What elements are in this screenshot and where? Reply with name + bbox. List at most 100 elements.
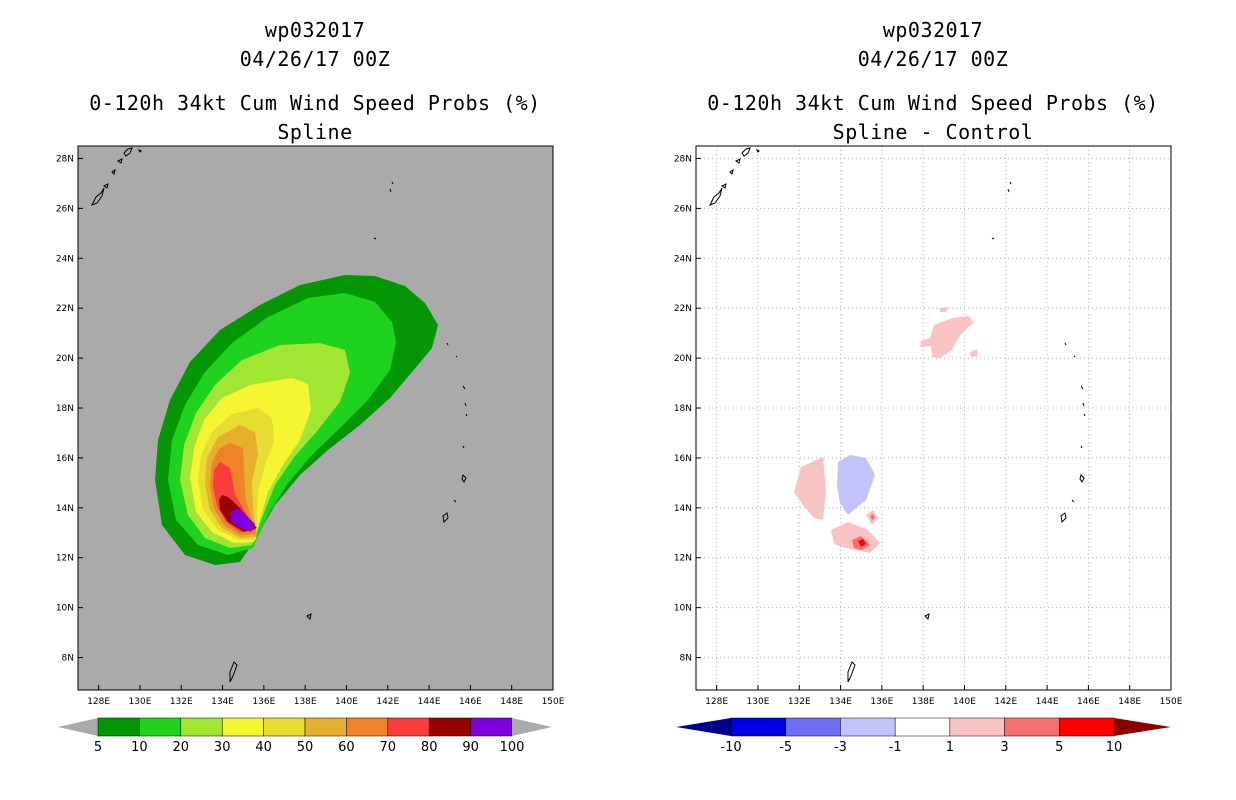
- right-product-title: 0-120h 34kt Cum Wind Speed Probs (%): [707, 91, 1159, 115]
- probability-contours: [155, 275, 438, 565]
- diff-negative-center: [837, 455, 875, 515]
- island-outline: [1071, 499, 1075, 503]
- lon-tick-label: 142E: [994, 697, 1017, 707]
- colorbar-tick-label: 5: [1055, 740, 1063, 755]
- lon-tick-label: 134E: [829, 697, 852, 707]
- lon-tick-label: 132E: [788, 697, 811, 707]
- colorbar-swatch: [139, 717, 182, 737]
- lat-tick-label: 28N: [56, 154, 74, 164]
- colorbar-swatch: [346, 717, 389, 737]
- island-outline: [117, 158, 123, 164]
- island-outline: [1073, 355, 1076, 358]
- lon-tick-label: 132E: [170, 697, 193, 707]
- lon-tick-label: 150E: [542, 697, 565, 707]
- island-outline: [1060, 512, 1067, 524]
- island-outline: [1080, 385, 1084, 390]
- lat-tick-label: 12N: [674, 554, 692, 564]
- colorbar-swatch: [180, 717, 223, 737]
- lon-tick-label: 144E: [1036, 697, 1059, 707]
- colorbar-tick-label: 40: [255, 740, 272, 755]
- colorbar-swatch: [428, 717, 471, 737]
- diff-positive-north-tiny: [940, 307, 948, 312]
- lon-tick-label: 142E: [376, 697, 399, 707]
- island-outline: [708, 187, 723, 206]
- island-outline: [453, 499, 457, 503]
- left-probability-map: 128E 130E 132E 134E 136E 138E 140E 142E 144E 146E…: [56, 145, 565, 755]
- island-outline: [721, 183, 727, 189]
- right-map-background: [696, 146, 1171, 690]
- colorbar-tick-label: 60: [338, 740, 355, 755]
- right-map-axes: 128E 130E 132E 134E 136E 138E 140E 142E 144E 146E…: [674, 154, 1183, 707]
- lon-tick-label: 144E: [418, 697, 441, 707]
- lat-tick-label: 16N: [56, 454, 74, 464]
- lat-tick-label: 12N: [56, 554, 74, 564]
- colorbar-tick-label: -1: [889, 740, 902, 755]
- island-outline: [1079, 474, 1085, 483]
- colorbar-tick-label: 30: [214, 740, 231, 755]
- lon-tick-label: 146E: [459, 697, 482, 707]
- island-outline: [1009, 181, 1012, 185]
- lon-tick-label: 140E: [953, 697, 976, 707]
- left-product-title: 0-120h 34kt Cum Wind Speed Probs (%): [89, 91, 541, 115]
- lat-tick-label: 20N: [674, 354, 692, 364]
- lat-tick-label: 22N: [674, 304, 692, 314]
- island-outline: [1083, 413, 1086, 417]
- colorbar-swatch: [840, 717, 896, 737]
- colorbar-tick-label: -5: [779, 740, 792, 755]
- colorbar-swatch: [470, 717, 513, 737]
- island-outline: [461, 474, 467, 483]
- colorbar-swatch: [221, 717, 264, 737]
- island-outline: [735, 158, 741, 164]
- colorbar-swatch: [1059, 717, 1115, 737]
- lat-tick-label: 24N: [674, 254, 692, 264]
- island-outline: [455, 355, 458, 358]
- left-subtitle: Spline: [277, 120, 353, 144]
- lon-tick-label: 136E: [252, 697, 275, 707]
- colorbar-tick-label: 90: [462, 740, 479, 755]
- colorbar-swatch: [387, 717, 430, 737]
- diff-positive-west: [794, 457, 826, 520]
- lat-tick-label: 8N: [62, 654, 74, 664]
- island-outline: [389, 188, 392, 193]
- lon-tick-label: 138E: [294, 697, 317, 707]
- colorbar-swatch: [785, 717, 841, 737]
- lon-tick-label: 130E: [747, 697, 770, 707]
- island-outline: [123, 147, 133, 157]
- right-difference-map: 128E 130E 132E 134E 136E 138E 140E 142E 144E 146E…: [674, 145, 1183, 755]
- diff-positive-north-small: [970, 349, 978, 357]
- lon-tick-label: 148E: [500, 697, 523, 707]
- colorbar-under-triangle: [58, 718, 98, 736]
- island-outline: [1064, 342, 1067, 346]
- right-colorbar: -10 -5 -3 -1 1 3 5 10: [676, 717, 1171, 755]
- island-outline: [464, 402, 467, 407]
- right-map-frame: [695, 145, 1172, 691]
- lat-tick-label: 14N: [56, 504, 74, 514]
- colorbar-over-triangle: [1114, 718, 1171, 736]
- island-outline: [111, 168, 116, 175]
- island-outline: [847, 661, 856, 683]
- lon-tick-label: 150E: [1160, 697, 1183, 707]
- left-storm-id: wp032017: [264, 18, 366, 42]
- colorbar-swatch: [730, 717, 786, 737]
- colorbar-tick-label: 100: [500, 740, 525, 755]
- diff-positive-north: [920, 316, 974, 358]
- lon-tick-label: 130E: [129, 697, 152, 707]
- left-map-frame: [77, 145, 554, 691]
- island-outline: [729, 168, 734, 175]
- island-outline: [373, 237, 377, 240]
- lat-tick-label: 16N: [674, 454, 692, 464]
- island-outline: [1080, 445, 1083, 449]
- lon-tick-label: 140E: [335, 697, 358, 707]
- left-datetime: 04/26/17 00Z: [239, 47, 391, 71]
- lon-tick-label: 146E: [1077, 697, 1100, 707]
- lat-tick-label: 28N: [674, 154, 692, 164]
- right-storm-id: wp032017: [882, 18, 984, 42]
- lat-tick-label: 22N: [56, 304, 74, 314]
- colorbar-tick-label: -10: [720, 740, 741, 755]
- colorbar-over-triangle: [512, 718, 552, 736]
- lat-tick-label: 10N: [674, 604, 692, 614]
- diff-positive-south-core: [858, 539, 866, 547]
- lon-tick-label: 128E: [87, 697, 110, 707]
- island-outline: [442, 512, 449, 524]
- colorbar-tick-label: -3: [834, 740, 847, 755]
